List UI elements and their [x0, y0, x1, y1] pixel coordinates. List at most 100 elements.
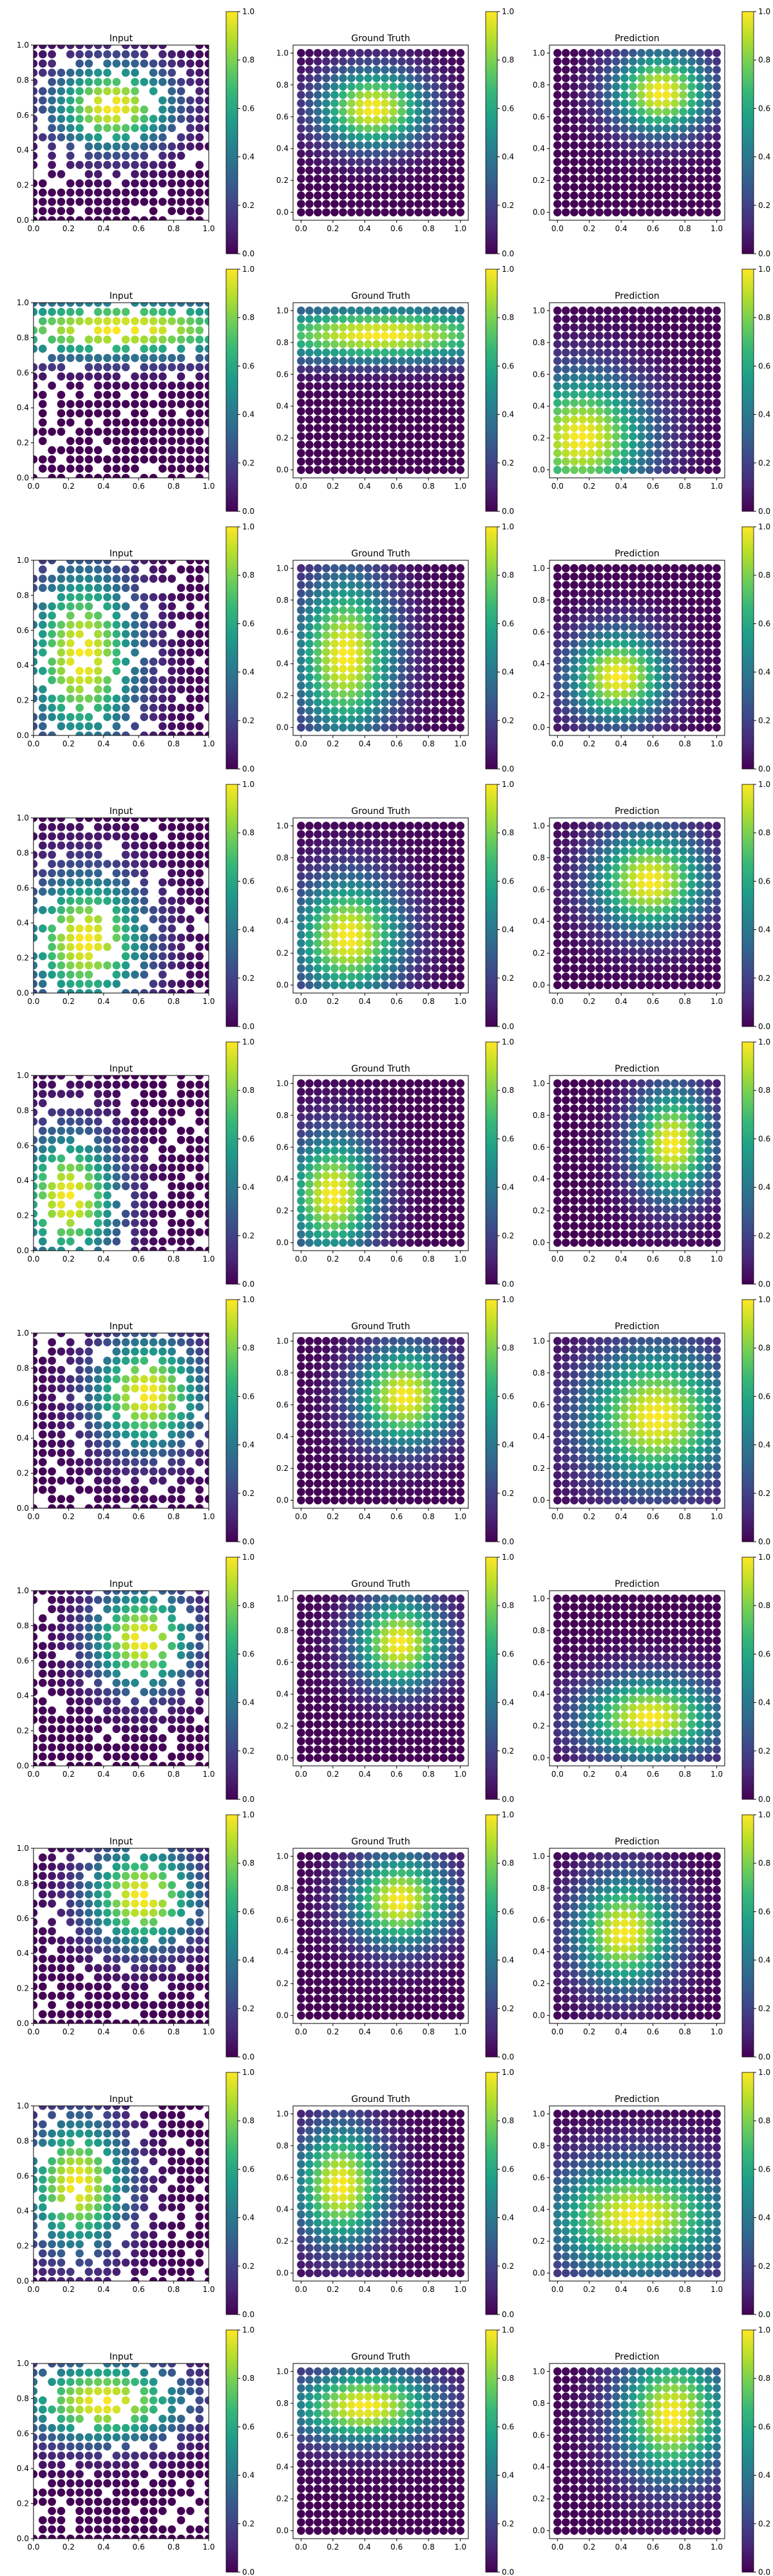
data-point — [121, 869, 130, 878]
data-point — [66, 400, 75, 408]
data-point — [305, 639, 314, 648]
data-point — [645, 880, 654, 889]
x-tick-label: 0.8 — [423, 997, 435, 1006]
data-point — [195, 850, 204, 859]
data-point — [587, 457, 595, 466]
data-point — [704, 374, 712, 382]
data-point — [305, 390, 314, 399]
data-point — [140, 418, 149, 427]
data-point — [121, 317, 130, 325]
data-point — [66, 583, 75, 592]
data-point — [687, 457, 696, 466]
data-point — [195, 823, 204, 831]
data-point — [671, 614, 679, 623]
data-point — [381, 407, 389, 415]
y-tick-label: 0.0 — [533, 466, 545, 475]
data-point — [149, 354, 158, 363]
data-point — [339, 191, 347, 200]
data-point — [654, 424, 662, 432]
data-point — [39, 308, 47, 316]
data-point — [414, 606, 423, 614]
data-point — [456, 307, 464, 315]
data-point — [578, 673, 587, 681]
colorbar-tick-label: 0.4 — [242, 153, 254, 162]
data-point — [84, 77, 93, 86]
data-point — [679, 648, 687, 656]
data-point — [645, 108, 654, 116]
data-point — [167, 731, 177, 735]
data-point — [204, 905, 209, 914]
data-point — [414, 415, 423, 424]
data-point — [448, 440, 456, 449]
y-tick-label: 1.0 — [533, 306, 545, 315]
colorbar-tick-label: 0.4 — [242, 925, 254, 934]
data-point — [297, 698, 305, 706]
data-point — [439, 307, 448, 315]
data-point — [389, 99, 397, 108]
data-point — [195, 560, 204, 565]
colorbar-tick-label: 0.0 — [502, 507, 514, 516]
data-point — [397, 357, 406, 365]
data-point — [637, 208, 645, 216]
colorbar-tick-label: 1.0 — [758, 265, 770, 274]
data-point — [158, 980, 167, 988]
data-point — [704, 589, 712, 598]
data-point — [570, 964, 578, 972]
data-point — [39, 905, 47, 914]
data-point — [587, 449, 595, 457]
data-point — [121, 437, 130, 446]
data-point — [423, 116, 431, 124]
data-point — [121, 961, 130, 970]
data-point — [431, 374, 439, 382]
data-point — [103, 878, 111, 887]
data-point — [704, 133, 712, 141]
data-point — [186, 317, 195, 325]
data-point — [330, 681, 339, 690]
data-point — [604, 457, 612, 466]
colorbar-tick-label: 0.4 — [758, 153, 770, 162]
data-point — [131, 592, 139, 601]
data-point — [456, 614, 464, 623]
data-point — [103, 160, 111, 169]
data-point — [339, 931, 347, 939]
data-point — [562, 665, 570, 673]
data-point — [48, 216, 56, 220]
data-point — [314, 838, 322, 847]
data-point — [297, 573, 305, 581]
data-point — [149, 198, 158, 206]
data-point — [456, 407, 464, 415]
data-point — [637, 82, 645, 91]
data-point — [339, 598, 347, 606]
y-tick-label: 0.4 — [276, 659, 289, 668]
data-point — [314, 690, 322, 698]
data-point — [570, 706, 578, 715]
data-point — [629, 855, 637, 864]
data-point — [662, 581, 671, 589]
data-point — [423, 166, 431, 175]
data-point — [177, 428, 186, 436]
data-point — [637, 665, 645, 673]
data-point — [84, 961, 93, 970]
data-point — [645, 82, 654, 91]
data-point — [84, 924, 93, 933]
data-point — [696, 606, 704, 614]
data-point — [423, 415, 431, 424]
data-point — [645, 116, 654, 124]
data-point — [389, 175, 397, 183]
data-point — [620, 723, 629, 732]
data-point — [604, 947, 612, 956]
data-point — [93, 722, 102, 730]
data-point — [84, 722, 93, 730]
data-point — [84, 179, 93, 188]
data-point — [562, 573, 570, 581]
data-point — [364, 440, 372, 449]
data-point — [75, 345, 84, 353]
data-point — [679, 673, 687, 681]
data-point — [671, 116, 679, 124]
data-point — [612, 947, 620, 956]
colorbar-tick-label: 0.2 — [758, 201, 770, 210]
data-point — [93, 446, 102, 455]
data-point — [414, 175, 423, 183]
data-point — [562, 432, 570, 440]
data-point — [587, 639, 595, 648]
